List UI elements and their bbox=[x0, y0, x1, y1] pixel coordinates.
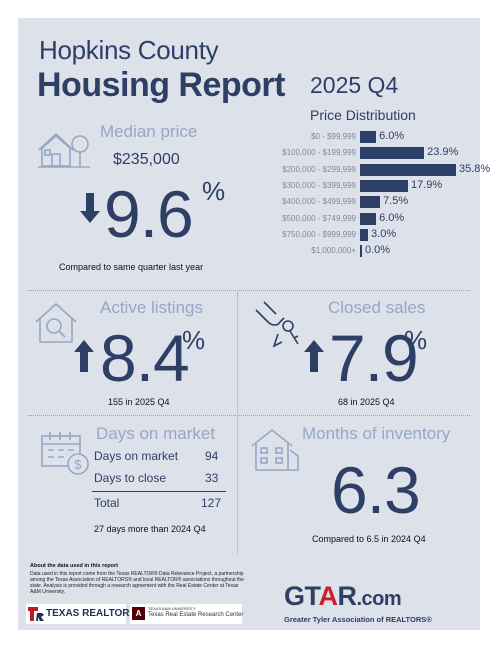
price-bar bbox=[360, 196, 381, 209]
svg-text:$: $ bbox=[74, 457, 82, 472]
gtar-logo-text: GTAR.com bbox=[284, 581, 402, 612]
price-range-label: $1,000,000+ bbox=[311, 246, 356, 256]
houses-icon bbox=[251, 428, 299, 471]
price-percent-label: 0.0% bbox=[365, 244, 391, 257]
months-inventory-note: Compared to 6.5 in 2024 Q4 bbox=[312, 534, 426, 544]
price-range-label: $750,000 - $999,999 bbox=[282, 229, 356, 239]
price-range-label: $300,000 - $399,999 bbox=[282, 180, 356, 190]
report-title: Housing Report bbox=[37, 66, 285, 104]
days-on-market-note: 27 days more than 2024 Q4 bbox=[94, 524, 206, 534]
price-percent-label: 6.0% bbox=[379, 211, 405, 224]
price-range-label: $100,000 - $199,999 bbox=[282, 148, 356, 158]
report-page: Hopkins County Housing Report 2025 Q4 Pr… bbox=[18, 18, 490, 630]
median-price-note: Compared to same quarter last year bbox=[59, 262, 204, 272]
price-bar bbox=[360, 245, 362, 258]
price-percent-label: 7.5% bbox=[383, 195, 409, 208]
price-percent-label: 17.9% bbox=[411, 178, 443, 191]
days-on-market-label: Days on market bbox=[94, 449, 179, 463]
months-inventory-value: 6.3 bbox=[331, 453, 421, 527]
tamu-logo: A TEXAS A&M UNIVERSITY Texas Real Estate… bbox=[130, 604, 244, 624]
hand-key-icon bbox=[255, 301, 299, 348]
days-to-close-value: 33 bbox=[205, 471, 219, 485]
texas-realtors-text: TEXAS REALTORS bbox=[46, 608, 137, 619]
active-listings-change: 8.4 bbox=[100, 321, 190, 395]
price-bar bbox=[360, 212, 377, 225]
closed-sales-title: Closed sales bbox=[328, 298, 426, 317]
house-search-icon bbox=[35, 302, 77, 343]
price-distribution-row: $0 - $99,999 6.0% bbox=[230, 130, 480, 144]
texas-realtors-mark-icon bbox=[28, 607, 44, 621]
divider-1 bbox=[28, 290, 470, 291]
price-bar bbox=[360, 131, 377, 143]
down-arrow-icon bbox=[80, 193, 100, 223]
price-percent-label: 35.8% bbox=[459, 162, 491, 175]
median-price-value: $235,000 bbox=[113, 151, 180, 168]
quarter-label: 2025 Q4 bbox=[310, 72, 399, 98]
days-on-market-value: 94 bbox=[205, 449, 219, 463]
price-distribution-row: $300,000 - $399,999 17.9% bbox=[230, 179, 480, 193]
county-title: Hopkins County bbox=[39, 35, 219, 65]
divider-vertical bbox=[237, 292, 238, 554]
closed-sales-note: 68 in 2025 Q4 bbox=[338, 397, 395, 407]
days-on-market-title: Days on market bbox=[96, 424, 216, 443]
price-distribution-row: $100,000 - $199,999 23.9% bbox=[230, 146, 480, 160]
gtar-tagline: Greater Tyler Association of REALTORS® bbox=[284, 615, 432, 624]
price-bar bbox=[360, 228, 369, 241]
price-range-label: $400,000 - $499,999 bbox=[282, 197, 356, 207]
total-value: 127 bbox=[201, 496, 222, 510]
months-inventory-title: Months of inventory bbox=[302, 424, 451, 443]
price-range-label: $500,000 - $749,999 bbox=[282, 213, 356, 223]
up-arrow-icon bbox=[74, 340, 94, 372]
price-range-label: $200,000 - $299,999 bbox=[282, 164, 356, 174]
price-range-label: $0 - $99,999 bbox=[311, 132, 356, 141]
house-tree-icon bbox=[38, 132, 90, 168]
median-price-percent-sign: % bbox=[202, 176, 226, 206]
tamu-center-text: Texas Real Estate Research Center bbox=[148, 612, 244, 618]
total-rule bbox=[92, 491, 226, 492]
price-distribution-row: $1,000,000+ 0.0% bbox=[230, 244, 480, 258]
divider-2 bbox=[28, 415, 470, 416]
price-percent-label: 23.9% bbox=[427, 146, 459, 159]
price-bar bbox=[360, 163, 456, 176]
price-percent-label: 6.0% bbox=[379, 130, 405, 142]
days-to-close-label: Days to close bbox=[94, 471, 167, 485]
price-distribution-row: $500,000 - $749,999 6.0% bbox=[230, 212, 480, 226]
tamu-mark-icon: A bbox=[132, 607, 145, 620]
up-arrow-icon bbox=[304, 340, 324, 372]
tamu-small-text: TEXAS A&M UNIVERSITY bbox=[148, 606, 196, 611]
gtar-wordmark: GTAR.com bbox=[284, 581, 402, 611]
active-listings-title: Active listings bbox=[100, 298, 203, 317]
price-distribution-row: $400,000 - $499,999 7.5% bbox=[230, 195, 480, 209]
about-data-text: Data used in this report come from the T… bbox=[30, 571, 244, 595]
about-data-title: About the data used in this report bbox=[30, 563, 119, 569]
texas-realtors-logo: TEXAS REALTORS bbox=[26, 604, 136, 624]
price-distribution-title: Price Distribution bbox=[310, 107, 416, 123]
price-percent-label: 3.0% bbox=[371, 227, 397, 240]
total-label: Total bbox=[94, 496, 120, 510]
price-bar bbox=[360, 147, 425, 160]
price-bar bbox=[360, 179, 408, 192]
active-listings-percent-sign: % bbox=[182, 325, 206, 355]
median-price-change: 9.6 bbox=[104, 177, 194, 251]
active-listings-note: 155 in 2025 Q4 bbox=[108, 397, 170, 407]
price-distribution-row: $200,000 - $299,999 35.8% bbox=[230, 163, 490, 177]
closed-sales-percent-sign: % bbox=[404, 325, 428, 355]
closed-sales-change: 7.9 bbox=[329, 321, 419, 395]
price-distribution-row: $750,000 - $999,999 3.0% bbox=[230, 228, 480, 242]
calendar-dollar-icon: $ bbox=[41, 432, 89, 475]
median-price-title: Median price bbox=[100, 122, 198, 141]
